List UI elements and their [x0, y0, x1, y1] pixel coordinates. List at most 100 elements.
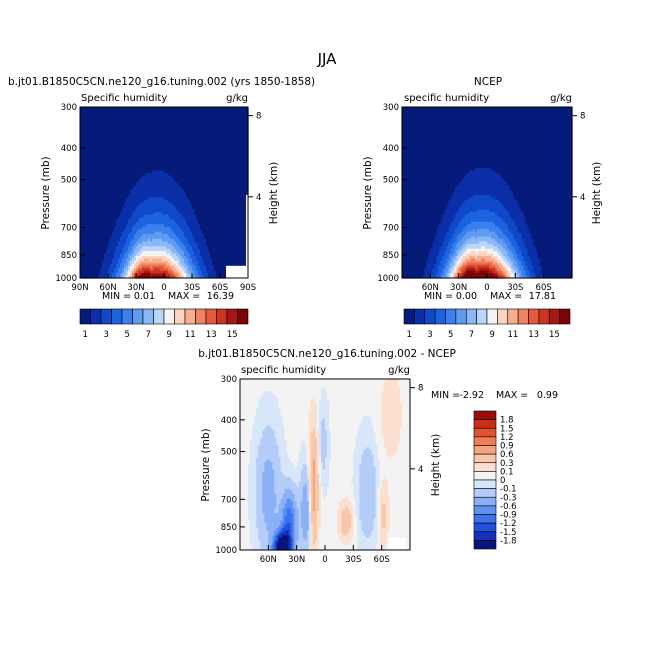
contour-band	[248, 486, 257, 490]
contour-band	[501, 216, 512, 220]
contour-band	[178, 209, 195, 213]
contour-band	[300, 523, 310, 527]
contour-band	[381, 525, 387, 529]
contour-band	[246, 202, 249, 206]
contour-band	[454, 263, 458, 267]
contour-band	[198, 243, 207, 247]
contour-band	[140, 202, 173, 206]
contour-band	[353, 493, 360, 497]
contour-band	[430, 251, 440, 255]
contour-band	[458, 270, 462, 274]
contour-band	[110, 265, 117, 269]
contour-band	[464, 214, 498, 218]
contour-band	[399, 430, 411, 434]
contour-band	[296, 484, 300, 488]
contour-band	[318, 422, 322, 427]
contour-band	[80, 192, 131, 196]
contour-band	[182, 248, 187, 252]
contour-band	[401, 408, 411, 412]
contour-band	[304, 537, 308, 541]
contour-band	[312, 493, 316, 497]
contour-band	[513, 236, 523, 240]
contour-band	[148, 238, 151, 242]
contour-band	[240, 501, 249, 505]
contour-band	[258, 400, 280, 405]
contour-band	[503, 246, 508, 250]
contour-band	[308, 471, 312, 475]
contour-band	[377, 457, 391, 461]
contour-band	[280, 408, 312, 412]
contour-band	[318, 501, 322, 505]
contour-band	[535, 248, 573, 252]
contour-band	[280, 528, 284, 532]
contour-band	[306, 462, 310, 466]
contour-band	[262, 393, 275, 397]
contour-band	[310, 537, 314, 541]
contour-band	[387, 488, 411, 492]
contour-band	[440, 221, 452, 225]
contour-band	[310, 479, 314, 483]
contour-band	[458, 253, 464, 257]
contour-band	[118, 216, 131, 220]
contour-band	[377, 447, 387, 451]
contour-band	[256, 474, 263, 478]
contour-band	[278, 508, 284, 512]
contour-band	[470, 236, 476, 240]
contour-band	[138, 275, 167, 279]
contour-band	[387, 530, 411, 534]
contour-band	[541, 270, 573, 274]
contour-band	[166, 275, 171, 279]
contour-band	[318, 545, 358, 549]
contour-band	[80, 141, 249, 145]
contour-band	[387, 540, 407, 544]
contour-band	[258, 405, 280, 409]
contour-band	[142, 268, 151, 272]
contour-band	[260, 547, 269, 551]
contour-band	[383, 444, 399, 448]
contour-band	[240, 491, 249, 495]
contour-band	[529, 256, 539, 260]
contour-band	[310, 486, 314, 490]
contour-band	[312, 469, 316, 473]
contour-band	[375, 481, 381, 485]
contour-band	[436, 229, 450, 233]
contour-band	[274, 481, 296, 485]
contour-band	[462, 265, 468, 269]
contour-band	[134, 243, 139, 247]
contour-band	[460, 231, 468, 235]
contour-band	[316, 449, 320, 453]
contour-band	[194, 263, 199, 267]
contour-band	[124, 204, 139, 208]
contour-band	[454, 229, 464, 233]
contour-band	[507, 182, 573, 186]
contour-band	[198, 246, 209, 250]
colorbar-swatch	[473, 479, 497, 489]
contour-band	[146, 224, 165, 228]
contour-band	[80, 172, 147, 176]
contour-band	[318, 430, 322, 434]
contour-band	[250, 452, 259, 456]
contour-band	[284, 515, 294, 519]
contour-band	[355, 503, 361, 507]
contour-band	[402, 160, 573, 164]
contour-band	[499, 265, 504, 269]
contour-band	[276, 532, 280, 536]
contour-band	[452, 275, 456, 279]
contour-band	[470, 251, 476, 255]
contour-band	[497, 241, 506, 245]
contour-band	[292, 503, 298, 507]
contour-band	[320, 476, 330, 480]
contour-band	[200, 226, 247, 230]
contour-band	[290, 476, 302, 480]
contour-band	[306, 491, 310, 495]
contour-band	[438, 226, 450, 230]
contour-band	[452, 253, 458, 257]
contour-band	[200, 265, 207, 269]
contour-band	[264, 515, 284, 519]
contour-band	[446, 246, 454, 250]
contour-band	[256, 476, 263, 480]
contour-band	[80, 260, 103, 264]
contour-band	[278, 510, 284, 514]
colorbar-label: -0.9	[500, 511, 517, 521]
contour-band	[182, 275, 185, 279]
